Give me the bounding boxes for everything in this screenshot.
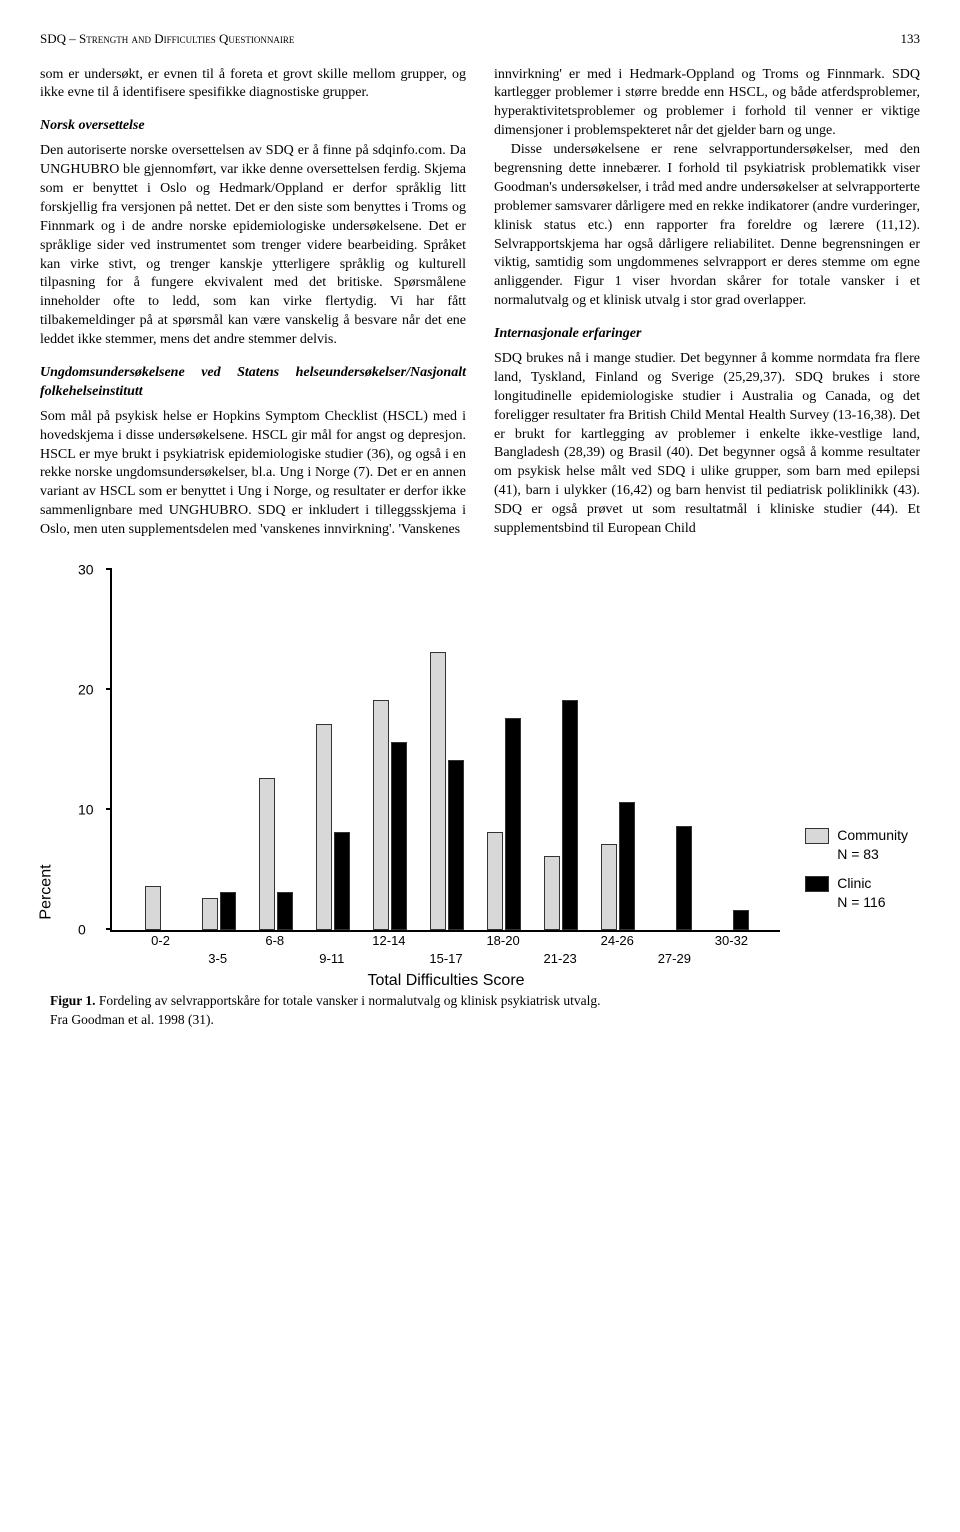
para: innvirkning' er med i Hedmark-Oppland og… <box>494 66 920 142</box>
legend-swatch <box>805 828 829 844</box>
section-heading: Internasjonale erfaringer <box>494 325 920 344</box>
x-tick-label: 12-14 <box>372 932 405 950</box>
para: Som mål på psykisk helse er Hopkins Symp… <box>40 408 466 540</box>
bar-clinic <box>676 826 692 930</box>
legend-item: ClinicN = 116 <box>805 874 908 912</box>
running-title: SDQ – Strength and Difficulties Question… <box>40 30 294 48</box>
bar-community <box>601 844 617 930</box>
bar-community <box>544 856 560 930</box>
bar-clinic <box>448 760 464 930</box>
x-tick-label: 30-32 <box>715 932 748 950</box>
x-tick-label: 3-5 <box>208 950 227 968</box>
bar-clinic <box>619 802 635 930</box>
caption-text: Fordeling av selvrapportskåre for totale… <box>99 993 601 1008</box>
bar-community <box>259 778 275 930</box>
bar-community <box>487 832 503 930</box>
x-tick-label: 15-17 <box>429 950 462 968</box>
running-header: SDQ – Strength and Difficulties Question… <box>40 30 920 48</box>
bar-community <box>202 898 218 930</box>
para: som er undersøkt, er evnen til å foreta … <box>40 66 466 104</box>
para: Disse undersøkelsene er rene selvrapport… <box>494 141 920 311</box>
legend-swatch <box>805 876 829 892</box>
x-tick-label: 24-26 <box>601 932 634 950</box>
left-column: som er undersøkt, er evnen til å foreta … <box>40 66 466 540</box>
section-heading: Norsk oversettelse <box>40 117 466 136</box>
bar-clinic <box>733 910 749 930</box>
bar-clinic <box>277 892 293 930</box>
x-tick-label: 18-20 <box>486 932 519 950</box>
para: Den autoriserte norske oversettelsen av … <box>40 142 466 350</box>
legend-label: ClinicN = 116 <box>837 874 885 912</box>
bar-clinic <box>562 700 578 930</box>
caption-source: Fra Goodman et al. 1998 (31). <box>50 1012 214 1027</box>
bar-chart: Percent CommunityN = 83ClinicN = 116 Tot… <box>110 570 780 932</box>
caption-label: Figur 1. <box>50 993 96 1008</box>
page-number: 133 <box>901 30 921 48</box>
legend-item: CommunityN = 83 <box>805 826 908 864</box>
para: SDQ brukes nå i mange studier. Det begyn… <box>494 350 920 539</box>
right-column: innvirkning' er med i Hedmark-Oppland og… <box>494 66 920 540</box>
bar-community <box>430 652 446 930</box>
bar-community <box>145 886 161 930</box>
y-tick-label: 30 <box>78 561 94 580</box>
y-axis-label: Percent <box>35 865 57 920</box>
text-columns: som er undersøkt, er evnen til å foreta … <box>40 66 920 540</box>
bar-clinic <box>220 892 236 930</box>
x-tick-label: 27-29 <box>658 950 691 968</box>
section-heading: Ungdomsundersøkelsene ved Statens helseu… <box>40 364 466 402</box>
bar-community <box>316 724 332 930</box>
bar-clinic <box>505 718 521 930</box>
y-tick-label: 20 <box>78 681 94 700</box>
x-axis-title: Total Difficulties Score <box>367 970 524 992</box>
figure-caption: Figur 1. Fordeling av selvrapportskåre f… <box>50 992 910 1030</box>
figure-1: Percent CommunityN = 83ClinicN = 116 Tot… <box>40 570 920 1030</box>
x-tick-label: 6-8 <box>265 932 284 950</box>
x-tick-label: 0-2 <box>151 932 170 950</box>
y-tick-label: 10 <box>78 801 94 820</box>
chart-legend: CommunityN = 83 ClinicN = 116 <box>805 826 908 922</box>
bar-clinic <box>391 742 407 930</box>
bar-clinic <box>334 832 350 930</box>
y-tick-label: 0 <box>78 921 86 940</box>
bar-community <box>373 700 389 930</box>
legend-label: CommunityN = 83 <box>837 826 908 864</box>
x-tick-label: 9-11 <box>319 950 344 968</box>
x-tick-label: 21-23 <box>544 950 577 968</box>
